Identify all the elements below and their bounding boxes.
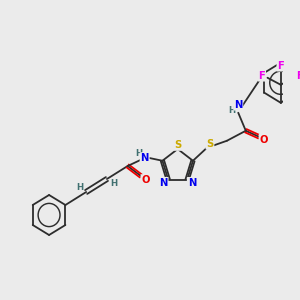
Text: F: F: [277, 61, 284, 71]
Text: H: H: [135, 148, 142, 158]
Text: S: S: [174, 140, 181, 150]
Text: N: N: [234, 100, 242, 110]
Text: O: O: [141, 175, 150, 185]
Text: N: N: [159, 178, 168, 188]
Text: N: N: [140, 153, 149, 163]
Text: H: H: [228, 106, 235, 115]
Text: H: H: [110, 179, 117, 188]
Text: S: S: [206, 139, 214, 149]
Text: H: H: [76, 182, 83, 191]
Text: O: O: [260, 135, 268, 145]
Text: F: F: [296, 71, 300, 81]
Text: F: F: [259, 71, 265, 81]
Text: N: N: [188, 178, 196, 188]
